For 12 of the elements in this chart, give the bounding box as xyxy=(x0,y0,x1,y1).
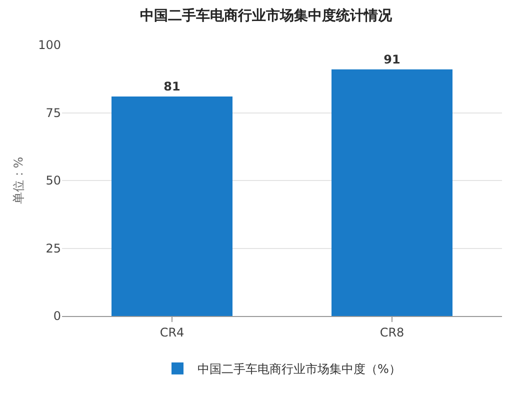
data-label: 81 xyxy=(164,79,180,94)
y-tick-label: 100 xyxy=(38,38,61,52)
y-tick-label: 75 xyxy=(46,106,61,120)
y-axis-title: 单位：% xyxy=(11,156,26,204)
x-tick-label: CR4 xyxy=(160,325,184,340)
y-tick-label: 50 xyxy=(46,174,61,188)
y-tick-label: 25 xyxy=(46,241,61,256)
chart-title: 中国二手车电商行业市场集中度统计情况 xyxy=(140,6,393,24)
y-tick-label: 0 xyxy=(53,309,61,324)
data-label: 91 xyxy=(384,52,400,66)
x-tick-label: CR8 xyxy=(380,325,404,340)
legend-label: 中国二手车电商行业市场集中度（%） xyxy=(198,362,401,376)
